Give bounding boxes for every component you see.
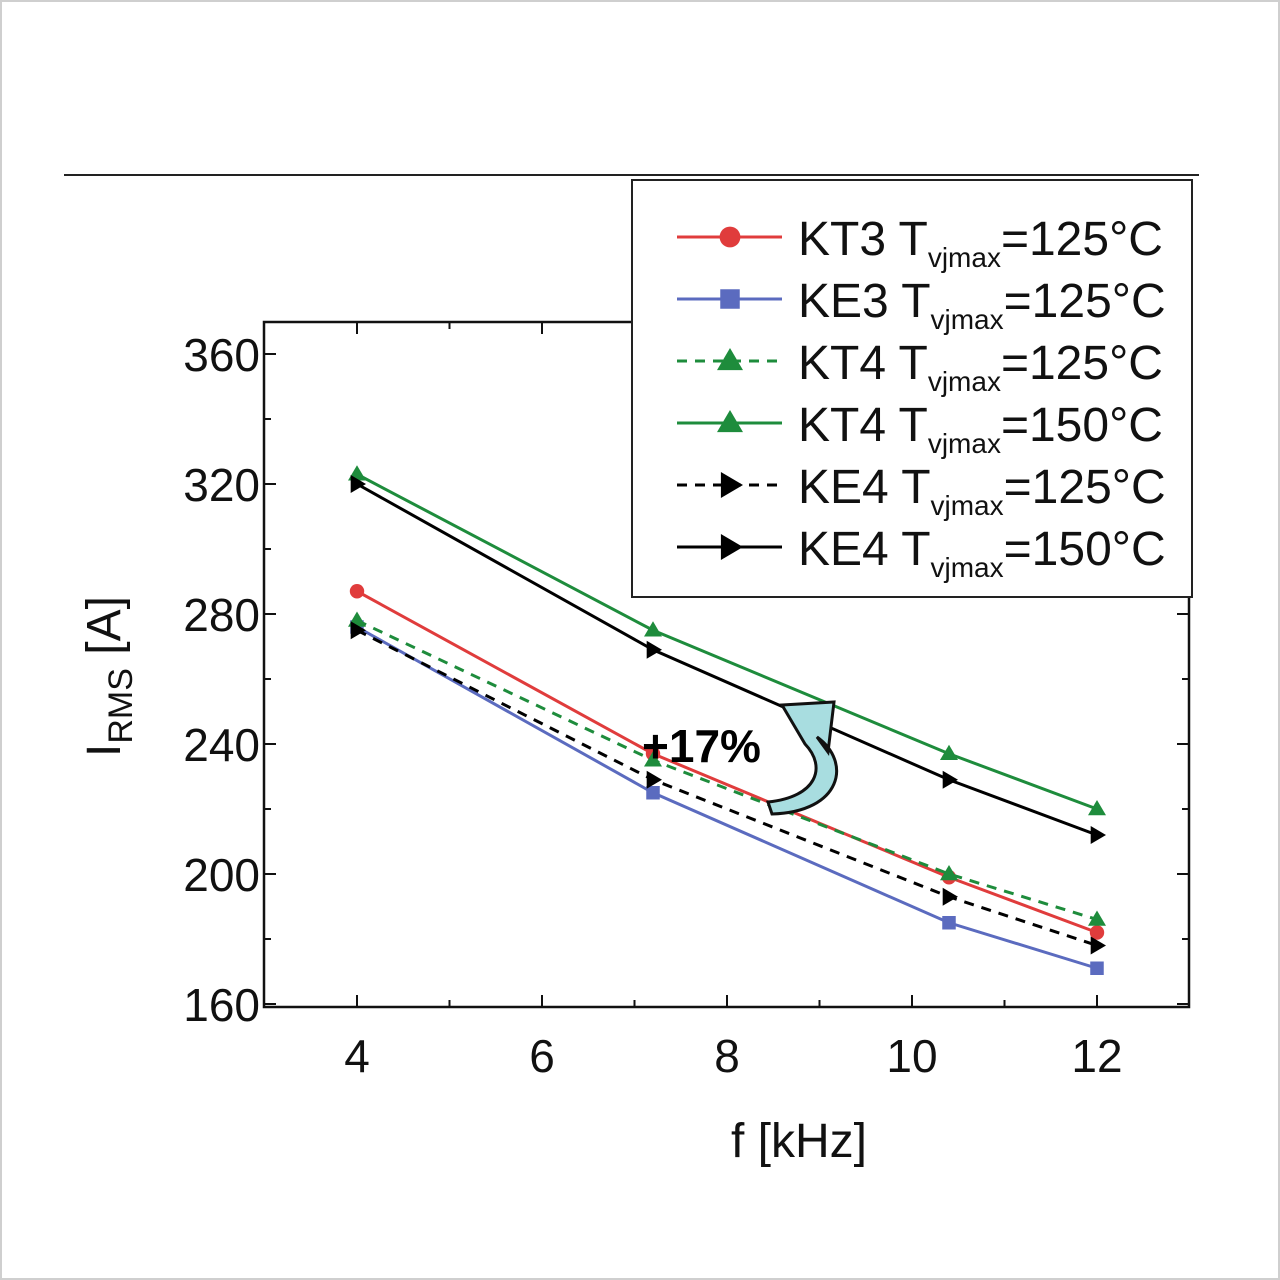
y-tick-label: 360 [183, 329, 260, 381]
legend-marker [720, 472, 743, 498]
series-line [356, 628, 1098, 947]
legend-sub: vjmax [931, 304, 1004, 335]
x-tick-label: 4 [344, 1030, 370, 1082]
legend-name: KT4 T [798, 399, 928, 452]
legend-label: KE3 Tvjmax=125°C [798, 275, 1166, 335]
curved-arrow-icon [765, 700, 839, 816]
data-point [942, 916, 956, 930]
legend-marker [717, 410, 743, 433]
legend-marker [719, 226, 741, 248]
series-ke3-1 [350, 620, 1104, 975]
data-point [350, 621, 366, 640]
y-tick-label: 320 [183, 459, 260, 511]
data-point [1090, 936, 1106, 955]
x-axis-label: f [kHz] [731, 1115, 867, 1168]
legend-item: KE3 Tvjmax=125°C [677, 275, 1166, 335]
legend-temp: =150°C [1004, 523, 1166, 576]
legend-item: KE4 Tvjmax=125°C [677, 461, 1166, 521]
legend-item: KE4 Tvjmax=150°C [677, 523, 1166, 583]
data-point [646, 640, 662, 659]
svg-text:IRMS [A]: IRMS [A] [78, 596, 140, 757]
legend-temp: =150°C [1001, 399, 1163, 452]
legend-sub: vjmax [928, 366, 1001, 397]
series-line [356, 472, 1098, 811]
legend-name: KT3 T [798, 213, 928, 266]
legend-name: KE3 T [798, 275, 931, 328]
data-point [1088, 910, 1106, 926]
legend-marker [720, 534, 743, 560]
legend-item: KT3 Tvjmax=125°C [677, 213, 1163, 273]
x-tick-label: 6 [529, 1030, 555, 1082]
series-kt4-2 [348, 611, 1106, 926]
y-label-sub: RMS [102, 668, 140, 744]
data-point [942, 887, 958, 906]
legend-temp: =125°C [1001, 337, 1163, 390]
legend-temp: =125°C [1004, 275, 1166, 328]
data-point [644, 751, 662, 767]
annotation-label: +17% [642, 720, 761, 772]
legend-name: KE4 T [798, 523, 931, 576]
legend-marker [720, 289, 740, 309]
legend-label: KT3 Tvjmax=125°C [798, 213, 1163, 273]
y-axis-label: IRMS [A] [78, 596, 140, 757]
legend-item: KT4 Tvjmax=150°C [677, 399, 1163, 459]
x-tick-label: 8 [714, 1030, 740, 1082]
legend-label: KE4 Tvjmax=150°C [798, 523, 1166, 583]
legend-name: KE4 T [798, 461, 931, 514]
legend-sub: vjmax [928, 242, 1001, 273]
y-label-unit: [A] [78, 596, 131, 668]
data-point [940, 744, 958, 761]
data-point [1088, 800, 1106, 816]
data-point [349, 584, 365, 599]
data-point [1090, 961, 1104, 975]
legend-sub: vjmax [928, 428, 1001, 459]
data-point [1089, 925, 1105, 940]
data-point [350, 475, 366, 493]
x-tick-label: 10 [886, 1030, 937, 1082]
series-line [356, 589, 1098, 934]
legend-temp: =125°C [1004, 461, 1166, 514]
series-kt4-3 [348, 465, 1106, 816]
legend-label: KT4 Tvjmax=150°C [798, 399, 1163, 459]
legend-name: KT4 T [798, 337, 928, 390]
legend-sub: vjmax [931, 552, 1004, 583]
legend-item: KT4 Tvjmax=125°C [677, 337, 1163, 397]
y-tick-label: 160 [183, 979, 260, 1031]
legend-label: KE4 Tvjmax=125°C [798, 461, 1166, 521]
x-tick-label: 12 [1071, 1030, 1122, 1082]
y-tick-label: 240 [183, 719, 260, 771]
data-point [646, 786, 660, 800]
data-point [942, 770, 958, 789]
legend-label: KT4 Tvjmax=125°C [798, 337, 1163, 397]
y-tick-label: 280 [183, 589, 260, 641]
annotation-group: +17% [642, 700, 839, 816]
data-point [1090, 826, 1106, 844]
series-line [356, 619, 1098, 921]
data-point [940, 865, 958, 881]
data-point [646, 770, 662, 789]
legend [631, 179, 1193, 598]
series-ke4-4 [350, 621, 1106, 955]
data-point [644, 621, 662, 637]
series-line [356, 625, 1098, 970]
y-label-main: I [78, 744, 131, 757]
legend-sub: vjmax [931, 490, 1004, 521]
legend-marker [717, 348, 743, 371]
y-tick-label: 200 [183, 849, 260, 901]
legend-temp: =125°C [1001, 213, 1163, 266]
